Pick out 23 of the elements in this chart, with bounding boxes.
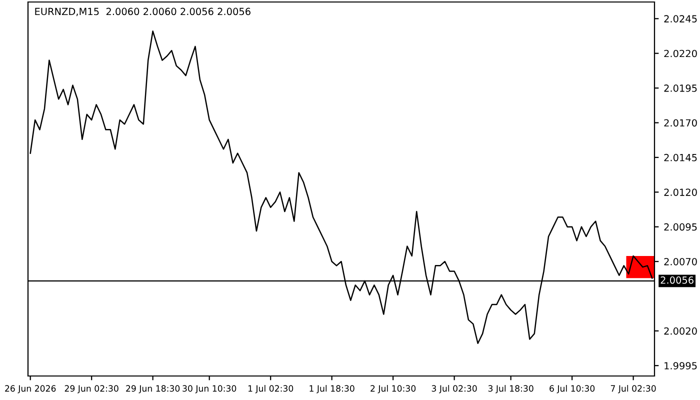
x-tick-label: 7 Jul 02:30	[610, 385, 656, 394]
y-tick-label: 2.0245	[664, 15, 697, 22]
y-tick-label: 2.0195	[664, 84, 697, 92]
y-tick-label: 2.0145	[664, 154, 697, 162]
y-tick-label: 2.0095	[664, 223, 697, 231]
x-tick-label: 3 Jul 02:30	[432, 385, 477, 394]
x-tick-label: 30 Jun 10:30	[182, 385, 236, 394]
x-tick-label: 2 Jul 10:30	[370, 385, 416, 394]
x-tick-label: 6 Jul 10:30	[550, 385, 595, 394]
y-tick-label: 2.0170	[664, 119, 697, 127]
y-tick-label: 1.9995	[664, 362, 697, 370]
text: EURNZD,M15 2.0060 2.0060 2.0056 2.0056	[35, 8, 250, 16]
y-tick-label: 2.0220	[664, 50, 697, 58]
x-tick-label: 29 Jun 02:30	[64, 385, 118, 394]
x-tick-label: 1 Jul 18:30	[310, 385, 354, 394]
x-tick-label: 26 Jun 2026	[5, 385, 56, 394]
ref-line-label: 2.0056	[660, 276, 694, 284]
y-tick-label: 2.0020	[664, 327, 697, 335]
y-tick-label: 2.0120	[664, 188, 697, 196]
x-tick-label: 1 Jul 02:30	[248, 385, 294, 394]
y-tick-label: 2.0070	[664, 258, 697, 266]
x-tick-label: 3 Jul 18:30	[488, 385, 534, 394]
x-tick-label: 29 Jun 18:30	[126, 385, 180, 394]
